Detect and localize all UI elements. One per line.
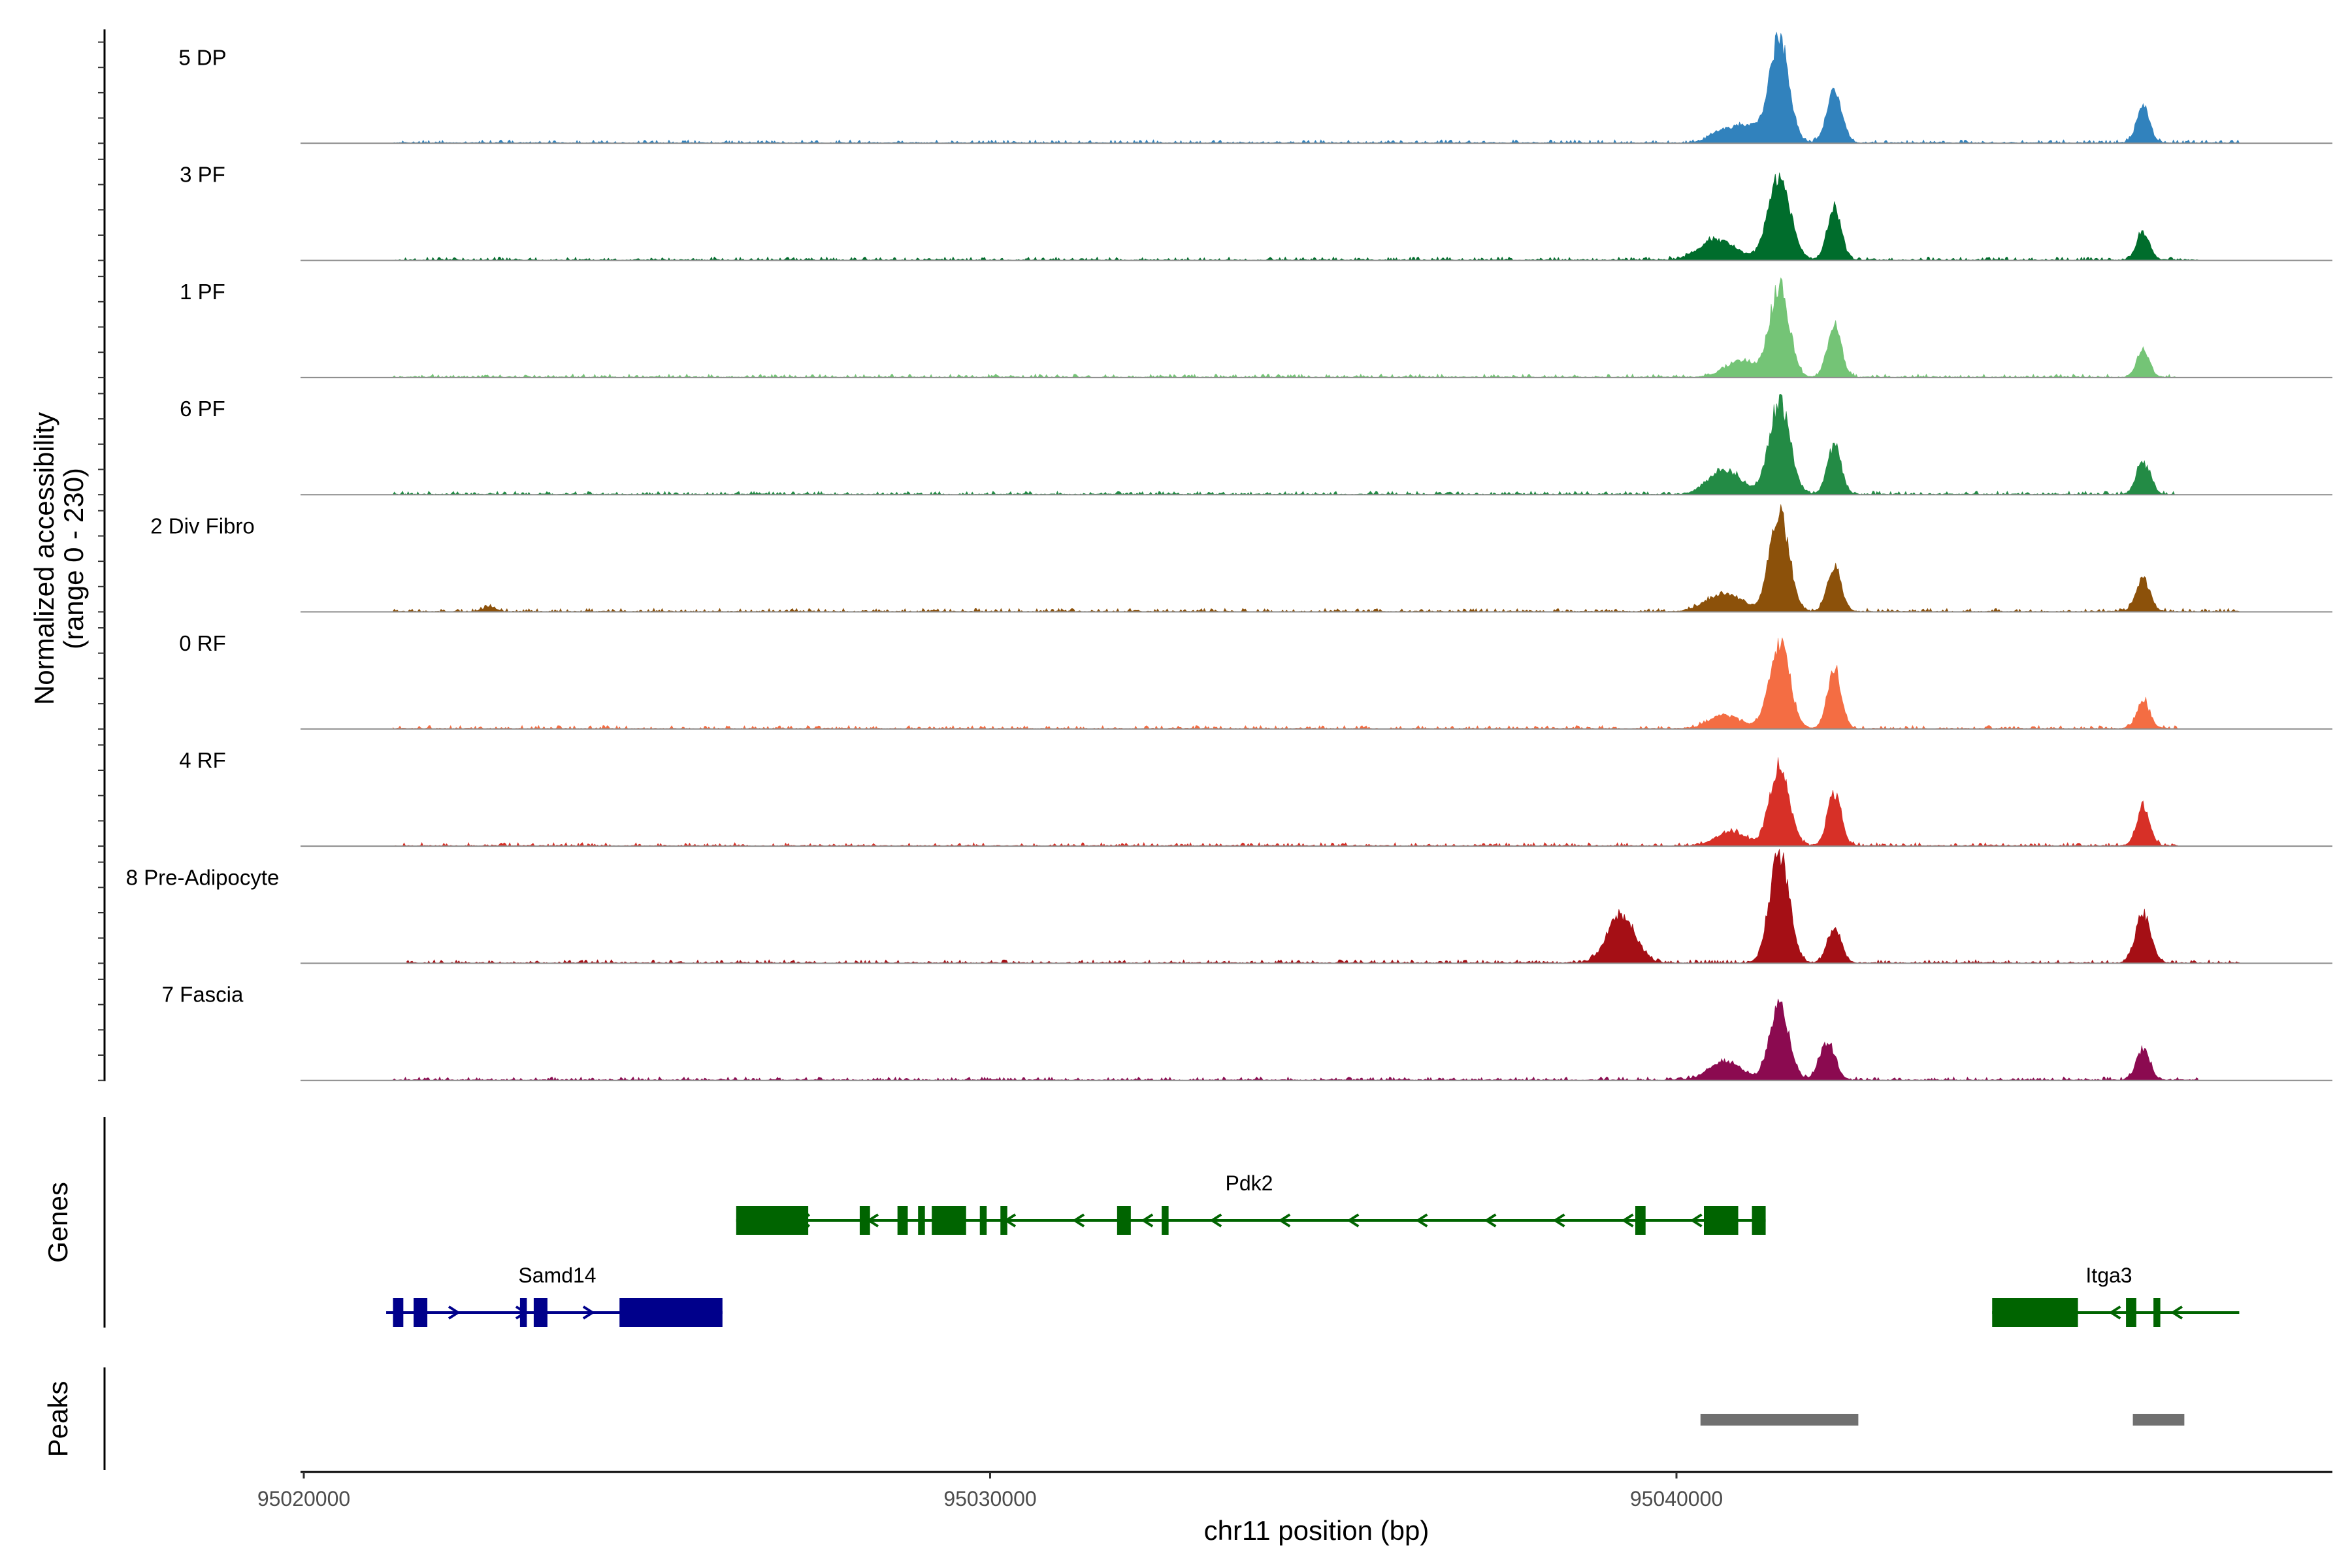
gene-exon: [1117, 1206, 1131, 1235]
gene-exon: [1704, 1206, 1739, 1235]
y-axis-title-line1: Normalized accessibility: [29, 412, 59, 705]
peaks-panel-label: Peaks: [42, 1381, 73, 1458]
strand-arrow: [1072, 1213, 1085, 1228]
strand-arrow: [1552, 1213, 1565, 1228]
gene-exon: [2153, 1298, 2161, 1327]
coverage-area: [393, 504, 2240, 613]
coverage-area: [406, 849, 2240, 964]
coverage-area: [393, 277, 2178, 378]
gene-exon: [414, 1298, 428, 1327]
coverage-track: 3 PF: [180, 163, 2332, 261]
y-axis: [98, 29, 106, 1081]
track-label: 2 Div Fibro: [150, 514, 255, 538]
track-label: 5 DP: [178, 45, 226, 69]
coverage-area: [393, 31, 2240, 144]
strand-arrow: [1621, 1213, 1634, 1228]
coverage-area: [393, 998, 2198, 1081]
gene-annotations: Pdk2 Samd14 Itga3: [386, 1171, 2240, 1327]
coverage-track: 4 RF: [179, 748, 2332, 847]
x-tick-label: 95030000: [943, 1487, 1036, 1511]
coverage-area: [393, 393, 2178, 495]
gene-exon: [519, 1298, 527, 1327]
coverage-track: 1 PF: [180, 277, 2332, 378]
gene-exon: [932, 1206, 966, 1235]
gene-exon: [859, 1206, 870, 1235]
track-label: 4 RF: [179, 748, 226, 772]
gene-exon: [1635, 1206, 1646, 1235]
coverage-track: 7 Fascia: [162, 983, 2332, 1081]
peak-region: [1700, 1414, 1859, 1426]
gene-exon: [1992, 1298, 2078, 1327]
track-label: 6 PF: [180, 397, 225, 421]
x-tick-label: 95040000: [1630, 1487, 1723, 1511]
strand-arrow: [1209, 1213, 1222, 1228]
strand-arrow: [1484, 1213, 1497, 1228]
gene-exon: [897, 1206, 908, 1235]
gene-exon: [1000, 1206, 1007, 1235]
strand-arrow: [2170, 1305, 2183, 1320]
strand-arrow: [1141, 1213, 1154, 1228]
gene-label: Itga3: [2085, 1264, 2132, 1287]
gene-exon: [2126, 1298, 2136, 1327]
peak-regions: [1700, 1414, 2185, 1426]
x-axis-ticks: 95020000 95030000 95040000: [257, 1472, 1723, 1511]
genes-panel-label: Genes: [42, 1182, 73, 1263]
coverage-track: 2 Div Fibro: [150, 504, 2332, 613]
track-label: 3 PF: [180, 163, 225, 187]
strand-arrow: [1278, 1213, 1291, 1228]
x-axis-title: chr11 position (bp): [1204, 1515, 1429, 1546]
coverage-area: [393, 172, 2198, 261]
coverage-area: [393, 757, 2178, 847]
coverage-track: 0 RF: [179, 631, 2332, 730]
gene-label: Pdk2: [1226, 1171, 1273, 1195]
coverage-track: 6 PF: [180, 393, 2332, 496]
x-tick-label: 95020000: [257, 1487, 350, 1511]
gene-exon: [979, 1206, 987, 1235]
gene-model: Itga3: [1992, 1264, 2240, 1327]
coverage-track: 5 DP: [178, 31, 2332, 144]
track-label: 1 PF: [180, 280, 225, 304]
strand-arrow: [582, 1305, 595, 1320]
gene-exon: [533, 1298, 547, 1327]
strand-arrow: [2108, 1305, 2121, 1320]
gene-model: Pdk2: [736, 1171, 1766, 1235]
gene-model: Samd14: [386, 1264, 723, 1327]
gene-exon: [393, 1298, 404, 1327]
track-label: 7 Fascia: [162, 983, 244, 1007]
gene-exon: [619, 1298, 723, 1327]
coverage-track: 8 Pre-Adipocyte: [126, 849, 2332, 964]
strand-arrow: [1347, 1213, 1360, 1228]
y-axis-title-line2: (range 0 - 230): [58, 468, 89, 649]
gene-exon: [1752, 1206, 1766, 1235]
gene-exon: [1162, 1206, 1169, 1235]
gene-exon: [918, 1206, 925, 1235]
gene-exon: [736, 1206, 809, 1235]
coverage-area: [393, 637, 2178, 730]
strand-arrow: [448, 1305, 461, 1320]
track-label: 8 Pre-Adipocyte: [126, 865, 280, 889]
track-label: 0 RF: [179, 631, 226, 655]
peak-region: [2132, 1414, 2185, 1426]
gene-label: Samd14: [518, 1264, 596, 1287]
coverage-tracks: 5 DP 3 PF 1 PF 6 PF 2 Div Fibro 0 RF 4 RF 8 Pre…: [126, 31, 2332, 1081]
strand-arrow: [1415, 1213, 1428, 1228]
strand-arrow: [1690, 1213, 1703, 1228]
